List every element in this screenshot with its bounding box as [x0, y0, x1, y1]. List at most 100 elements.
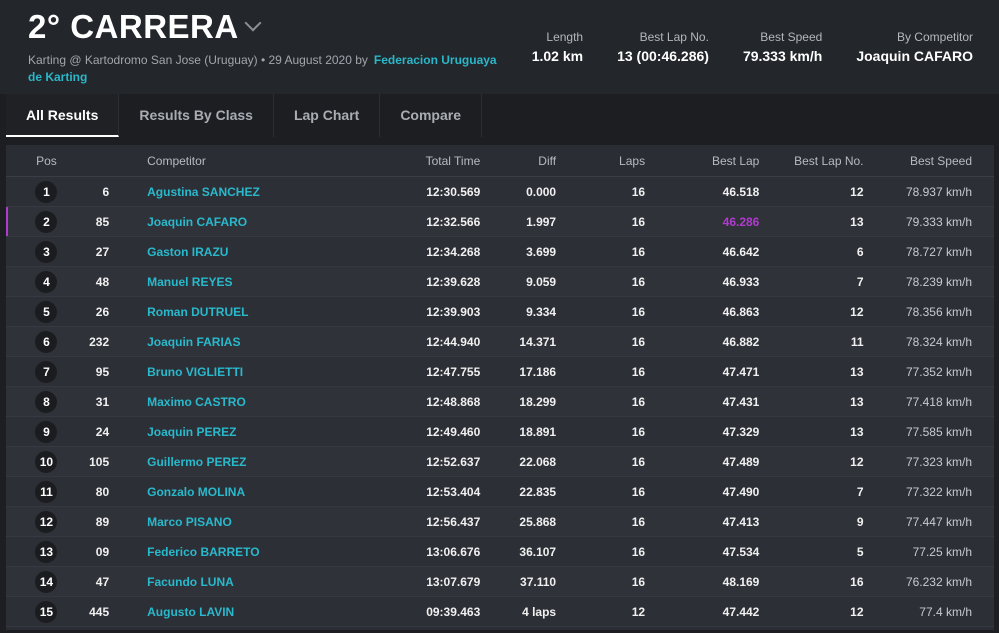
competitor-name[interactable]: Maximo CASTRO — [109, 386, 370, 417]
best-speed: 79.333 km/h — [863, 206, 994, 237]
diff: 0.000 — [480, 176, 557, 207]
best-lap: 46.518 — [645, 176, 760, 207]
table-row[interactable]: 3 27 Gaston IRAZU 12:34.268 3.699 16 46.642 6 78… — [6, 236, 994, 267]
position-cell: 13 — [6, 536, 87, 567]
competitor-name[interactable]: Joaquin FARIAS — [109, 326, 370, 357]
competitor-name[interactable]: Facundo LUNA — [109, 566, 370, 597]
best-speed: 77.323 km/h — [863, 446, 994, 477]
table-row[interactable]: 14 47 Facundo LUNA 13:07.679 37.110 16 48.169 1… — [6, 566, 994, 597]
total-time: 13:06.676 — [369, 536, 481, 567]
kart-number: 48 — [86, 266, 110, 297]
competitor-name[interactable]: Joaquin PEREZ — [109, 416, 370, 447]
stat-value: 13 (00:46.286) — [617, 48, 709, 64]
best-lap-no: 5 — [759, 536, 864, 567]
tab-compare[interactable]: Compare — [380, 94, 482, 137]
stat-value: Joaquin CAFARO — [856, 48, 973, 64]
competitor-name[interactable]: Manuel REYES — [109, 266, 370, 297]
best-lap-no: 6 — [759, 236, 864, 267]
best-lap-no: 11 — [759, 326, 864, 357]
table-row[interactable]: 7 95 Bruno VIGLIETTI 12:47.755 17.186 16 47.47… — [6, 356, 994, 387]
page-title[interactable]: 2° CARRERA — [28, 8, 262, 46]
chevron-down-icon[interactable] — [244, 14, 262, 32]
laps: 16 — [556, 236, 646, 267]
position-badge: 5 — [35, 300, 58, 323]
best-speed: 77.418 km/h — [863, 386, 994, 417]
laps: 12 — [556, 596, 646, 627]
competitor-name[interactable]: Marco PISANO — [109, 506, 370, 537]
kart-number: 445 — [86, 596, 110, 627]
competitor-name[interactable]: Bruno VIGLIETTI — [109, 356, 370, 387]
table-row[interactable]: 5 26 Roman DUTRUEL 12:39.903 9.334 16 46.863 12… — [6, 296, 994, 327]
best-speed: 78.727 km/h — [863, 236, 994, 267]
table-row[interactable]: 4 48 Manuel REYES 12:39.628 9.059 16 46.933 7 78… — [6, 266, 994, 297]
laps: 16 — [556, 506, 646, 537]
best-lap: 48.169 — [645, 566, 760, 597]
table-row[interactable]: 6 232 Joaquin FARIAS 12:44.940 14.371 16 46.88… — [6, 326, 994, 357]
total-time: 13:07.679 — [369, 566, 481, 597]
best-lap: 47.490 — [645, 476, 760, 507]
kart-number: 80 — [86, 476, 110, 507]
col-header-best-speed[interactable]: Best Speed — [863, 145, 994, 177]
table-row[interactable]: 9 24 Joaquin PEREZ 12:49.460 18.891 16 47.329 1… — [6, 416, 994, 447]
tab-lap-chart[interactable]: Lap Chart — [274, 94, 381, 137]
diff: 4 laps — [480, 596, 557, 627]
competitor-name[interactable]: Agustina SANCHEZ — [109, 176, 370, 207]
position-badge: 7 — [35, 360, 58, 383]
competitor-name[interactable]: Joaquin CAFARO — [109, 206, 370, 237]
diff: 14.371 — [480, 326, 557, 357]
best-lap: 47.329 — [645, 416, 760, 447]
total-time: 12:53.404 — [369, 476, 481, 507]
results-table: Pos Competitor Total Time Diff Laps Best… — [6, 145, 994, 627]
competitor-name[interactable]: Augusto LAVIN — [109, 596, 370, 627]
table-row[interactable]: 11 80 Gonzalo MOLINA 12:53.404 22.835 16 47.49… — [6, 476, 994, 507]
race-title: 2° CARRERA — [28, 8, 239, 45]
col-header-best-lap[interactable]: Best Lap — [645, 145, 760, 177]
table-row[interactable]: 1 6 Agustina SANCHEZ 12:30.569 0.000 16 46.518… — [6, 176, 994, 207]
table-row[interactable]: 12 89 Marco PISANO 12:56.437 25.868 16 47.413 9… — [6, 506, 994, 537]
table-row[interactable]: 8 31 Maximo CASTRO 12:48.868 18.299 16 47.431 1… — [6, 386, 994, 417]
diff: 3.699 — [480, 236, 557, 267]
stat-label: By Competitor — [896, 30, 973, 44]
col-header-pos[interactable]: Pos — [6, 145, 87, 177]
col-header-best-lap-no[interactable]: Best Lap No. — [759, 145, 864, 177]
organizer-link[interactable]: Federacion Uruguaya de Karting — [28, 53, 497, 84]
total-time: 12:34.268 — [369, 236, 481, 267]
total-time: 12:56.437 — [369, 506, 481, 537]
best-speed: 76.232 km/h — [863, 566, 994, 597]
position-cell: 7 — [6, 356, 87, 387]
competitor-name[interactable]: Gaston IRAZU — [109, 236, 370, 267]
competitor-name[interactable]: Federico BARRETO — [109, 536, 370, 567]
table-row[interactable]: 15 445 Augusto LAVIN 09:39.463 4 laps 12 47.44… — [6, 596, 994, 627]
col-header-competitor[interactable]: Competitor — [109, 145, 370, 177]
best-lap: 46.933 — [645, 266, 760, 297]
competitor-name[interactable]: Guillermo PEREZ — [109, 446, 370, 477]
table-row[interactable]: 2 85 Joaquin CAFARO 12:32.566 1.997 16 46.286 1… — [6, 206, 994, 237]
col-header-diff[interactable]: Diff — [480, 145, 557, 177]
diff: 9.334 — [480, 296, 557, 327]
diff: 37.110 — [480, 566, 557, 597]
position-badge: 15 — [35, 600, 58, 623]
table-row[interactable]: 10 105 Guillermo PEREZ 12:52.637 22.068 16 47.… — [6, 446, 994, 477]
best-lap: 46.882 — [645, 326, 760, 357]
stat-value: 79.333 km/h — [742, 48, 823, 64]
competitor-name[interactable]: Gonzalo MOLINA — [109, 476, 370, 507]
tab-all-results[interactable]: All Results — [6, 94, 120, 137]
event-info: Karting @ Kartodromo San Jose (Uruguay) … — [28, 53, 368, 67]
stat-best-speed: Best Speed 79.333 km/h — [743, 30, 822, 64]
col-header-total-time[interactable]: Total Time — [369, 145, 481, 177]
tab-results-by-class[interactable]: Results By Class — [119, 94, 274, 137]
col-header-laps[interactable]: Laps — [556, 145, 646, 177]
table-row[interactable]: 13 09 Federico BARRETO 13:06.676 36.107 16 47.… — [6, 536, 994, 567]
total-time: 12:49.460 — [369, 416, 481, 447]
stat-label: Best Lap No. — [639, 30, 709, 44]
position-cell: 14 — [6, 566, 87, 597]
results-table-container: Pos Competitor Total Time Diff Laps Best… — [6, 145, 994, 630]
best-lap-no: 13 — [759, 356, 864, 387]
position-badge: 9 — [35, 420, 58, 443]
total-time: 12:39.903 — [369, 296, 481, 327]
competitor-name[interactable]: Roman DUTRUEL — [109, 296, 370, 327]
kart-number: 26 — [86, 296, 110, 327]
stat-by-competitor: By Competitor Joaquin CAFARO — [856, 30, 973, 64]
position-cell: 8 — [6, 386, 87, 417]
laps: 16 — [556, 206, 646, 237]
